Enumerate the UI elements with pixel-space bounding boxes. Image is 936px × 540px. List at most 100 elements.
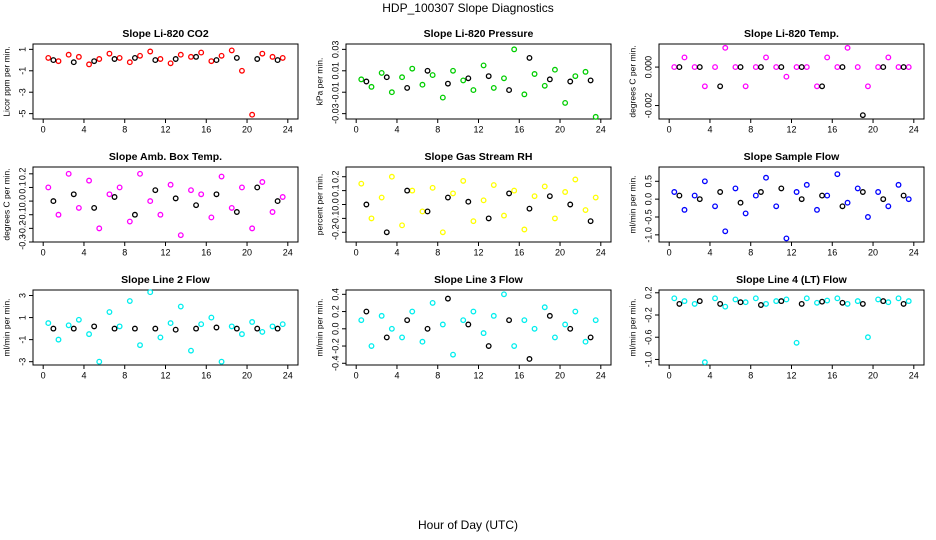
point — [429, 72, 436, 79]
point — [783, 296, 790, 303]
y-tick-label: -0.2 — [17, 221, 27, 237]
point — [363, 78, 370, 85]
x-tick-label: 4 — [394, 247, 399, 257]
point — [531, 325, 538, 332]
point — [126, 59, 133, 66]
point — [773, 203, 780, 210]
point — [238, 67, 245, 74]
point — [671, 64, 678, 71]
y-tick-label: -1 — [17, 67, 27, 75]
point — [193, 325, 200, 332]
point — [844, 44, 851, 51]
point — [490, 312, 497, 319]
point — [531, 71, 538, 77]
point — [572, 73, 579, 80]
point — [803, 181, 810, 188]
point — [358, 76, 365, 83]
point — [269, 53, 276, 60]
point — [70, 59, 77, 66]
point — [157, 211, 164, 218]
point — [399, 334, 406, 341]
point — [541, 82, 548, 89]
point — [358, 317, 365, 324]
x-tick-label: 16 — [514, 370, 524, 380]
point — [409, 187, 416, 194]
point — [480, 197, 487, 204]
panel-title: Slope Gas Stream RH — [425, 151, 533, 163]
y-axis-label: ml/min per min. — [314, 298, 324, 356]
plot-frame — [658, 289, 925, 366]
x-tick-label: 16 — [827, 370, 837, 380]
point — [742, 83, 749, 90]
y-tick-label: 0.2 — [17, 168, 27, 181]
point — [526, 54, 533, 61]
point — [737, 199, 744, 206]
point — [587, 77, 594, 84]
x-tick-label: 16 — [827, 124, 837, 134]
point — [228, 323, 235, 330]
point — [778, 64, 785, 71]
point — [712, 295, 719, 302]
x-tick-label: 4 — [707, 247, 712, 257]
point — [279, 321, 286, 328]
point — [546, 76, 553, 83]
point — [717, 189, 724, 195]
point — [444, 295, 451, 302]
point — [152, 325, 159, 332]
point — [757, 64, 764, 71]
x-tick-label: 16 — [201, 247, 211, 257]
point — [737, 299, 744, 306]
x-tick-label: 16 — [201, 124, 211, 134]
point — [839, 299, 846, 306]
point — [506, 87, 513, 94]
point — [55, 58, 62, 65]
x-tick-label: 16 — [514, 124, 524, 134]
point — [91, 323, 98, 330]
point — [274, 198, 281, 205]
point — [465, 198, 472, 205]
point — [111, 194, 118, 200]
point — [592, 194, 599, 201]
point — [506, 317, 513, 324]
y-tick-label: 0.01 — [330, 62, 340, 80]
point — [752, 192, 759, 199]
point — [363, 201, 370, 208]
point — [501, 75, 507, 82]
point — [254, 325, 261, 332]
point — [383, 74, 390, 81]
point — [824, 192, 831, 199]
point — [249, 111, 256, 118]
point — [793, 339, 800, 346]
point — [279, 194, 286, 200]
point — [177, 232, 184, 239]
y-tick-label: -0.5 — [643, 209, 653, 225]
point — [399, 74, 406, 81]
point — [249, 319, 256, 325]
point — [691, 300, 698, 307]
point — [592, 317, 599, 324]
y-axis-label: ml/min per min. — [1, 298, 11, 356]
point — [864, 214, 871, 220]
point — [839, 203, 846, 210]
point — [885, 203, 892, 210]
point — [450, 67, 456, 74]
point — [819, 192, 826, 199]
point — [465, 75, 472, 82]
panel-title: Slope Line 3 Flow — [434, 274, 524, 286]
x-tick-label: 20 — [242, 370, 252, 380]
point — [819, 83, 826, 90]
x-tick-label: 0 — [354, 124, 359, 134]
point — [824, 54, 831, 61]
y-tick-label: -0.6 — [643, 329, 653, 345]
point — [485, 215, 492, 222]
point — [218, 358, 225, 365]
point — [819, 298, 826, 305]
plot-frame — [345, 289, 612, 366]
point — [696, 298, 703, 305]
point — [752, 295, 759, 302]
point — [712, 203, 719, 210]
point — [717, 83, 724, 90]
point — [193, 53, 200, 60]
x-tick-label: 8 — [122, 247, 127, 257]
